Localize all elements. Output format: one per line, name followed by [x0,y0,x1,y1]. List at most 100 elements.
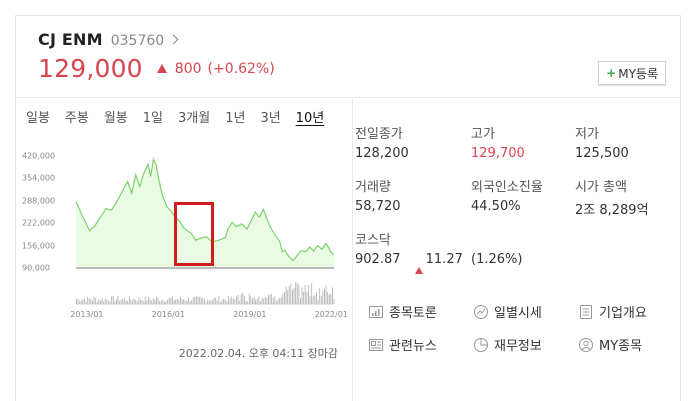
price-area [76,159,334,268]
volume-bar [207,300,209,304]
volume-bar [309,295,311,304]
volume-bar [160,300,162,304]
stat-foreign-ratio: 외국인소진율 44.50% [471,176,543,214]
volume-bar [296,282,298,304]
volume-bar [82,299,84,304]
stat-value: 58,720 [355,199,401,214]
price-change: 800 [174,60,202,77]
volume-bar [148,296,149,304]
chevron-right-icon[interactable] [168,34,179,45]
volume-bar [180,297,181,304]
volume-bar [226,301,228,304]
up-arrow-icon [156,64,167,73]
volume-bar [138,297,140,304]
forum-link-label: 종목토론 [389,306,437,321]
volume-bar [128,296,130,304]
volume-bar [96,301,98,304]
volume-bar [319,288,321,304]
related-news-link[interactable]: 관련뉴스 [368,335,437,354]
stock-code[interactable]: 035760 [110,33,165,49]
volume-bar [100,300,101,304]
volume-bar [168,297,170,304]
stock-name-row[interactable]: CJ ENM 035760 [38,30,179,49]
volume-bar [237,295,239,304]
volume-bar [196,296,197,304]
tab-monthly[interactable]: 월봉 [103,111,128,126]
document-icon [580,304,592,319]
volume-bar [324,288,325,304]
stat-label: 코스닥 [355,233,391,248]
my-stocks-link[interactable]: MY종목 [578,335,642,354]
volume-bar [239,300,241,304]
tab-3-months[interactable]: 3개월 [178,111,211,126]
stat-value: 125,500 [575,146,629,161]
volume-bar [188,297,189,304]
volume-bar [301,287,303,304]
volume-bar [159,301,161,304]
volume-bar [248,293,250,304]
my-register-button[interactable]: + MY등록 [598,61,666,85]
volume-bar [173,300,175,304]
stock-name[interactable]: CJ ENM [38,30,103,49]
volume-bar [162,299,164,304]
company-overview-link-label: 기업개요 [599,306,647,321]
volume-bar [221,299,223,304]
volume-bar [76,299,77,304]
volume-bar [258,296,260,304]
volume-bar [333,298,335,304]
volume-bar [165,301,167,304]
volume-bar [136,301,138,304]
volume-bar [280,297,282,304]
volume-bar [197,296,199,304]
volume-bar [220,302,221,304]
volume-bar [250,296,252,304]
volume-bar [223,298,225,304]
volume-bar [98,299,100,304]
volume-bar [172,296,173,304]
forum-link[interactable]: 종목토론 [368,302,437,321]
y-tick-label: 354,000 [22,173,56,183]
volume-bar [242,292,244,304]
volume-bar [261,297,263,304]
daily-quote-link[interactable]: 일별시세 [473,302,542,321]
stat-label: 거래량 [355,180,391,195]
related-news-link-label: 관련뉴스 [389,339,437,354]
y-tick-label: 156,000 [22,241,56,251]
divider [352,97,353,401]
volume-bar [314,295,316,304]
y-tick-label: 288,000 [22,196,56,206]
volume-bar [276,301,277,304]
tab-10-years[interactable]: 10년 [295,111,325,126]
price-chart[interactable]: 420,000 354,000 288,000 222,000 156,000 90,00… [22,134,348,324]
tab-1-day[interactable]: 1일 [142,111,163,126]
financials-link[interactable]: 재무정보 [473,335,542,354]
volume-bar [108,300,109,304]
highlight-box [174,202,214,266]
tab-daily[interactable]: 일봉 [26,111,50,126]
tab-3-years[interactable]: 3년 [260,111,281,126]
tab-weekly[interactable]: 주봉 [64,111,89,126]
volume-bar [245,300,247,304]
volume-bar [282,293,284,304]
volume-bar [87,296,89,304]
volume-bar [308,285,309,304]
volume-bar [264,296,266,304]
price-row: 129,000 800 (+0.62%) [38,54,275,83]
company-overview-link[interactable]: 기업개요 [578,302,647,321]
volume-bar [205,301,207,304]
stat-volume: 거래량 58,720 [355,176,401,214]
volume-bar [135,300,137,304]
forum-icon [369,305,383,318]
volume-bar [112,296,114,304]
volume-bar [287,290,289,304]
volume-bar [111,296,113,304]
tab-1-year[interactable]: 1년 [225,111,246,126]
volume-bar [114,301,116,304]
volume-bar [141,299,143,304]
volume-bar [247,301,249,304]
volume-bar [109,301,111,304]
volume-bar [272,298,274,304]
volume-bar [269,294,271,304]
volume-bar [176,299,178,304]
volume-bar [183,299,185,304]
